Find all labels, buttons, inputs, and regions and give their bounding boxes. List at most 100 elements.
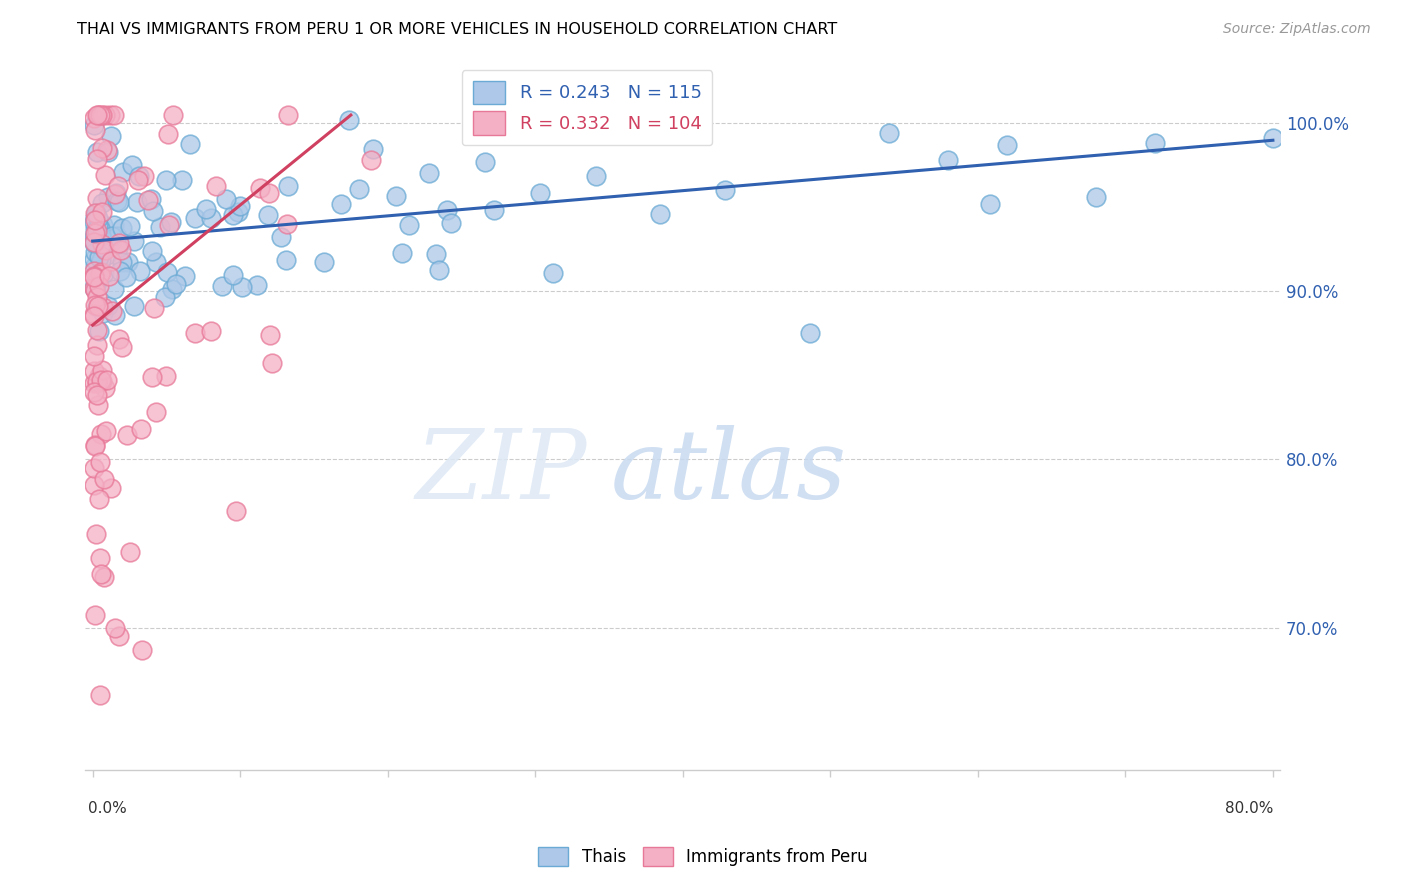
- Point: [165, 277, 187, 292]
- Point: [83, 252, 105, 267]
- Point: [195, 202, 218, 216]
- Point: [360, 153, 382, 167]
- Point: [200, 211, 222, 225]
- Point: [115, 269, 138, 284]
- Point: [129, 422, 152, 436]
- Point: [97, 145, 120, 159]
- Point: [90, 567, 112, 582]
- Point: [134, 169, 156, 184]
- Point: [160, 282, 183, 296]
- Point: [246, 277, 269, 292]
- Text: Source: ZipAtlas.com: Source: ZipAtlas.com: [1223, 22, 1371, 37]
- Point: [226, 205, 249, 219]
- Point: [83, 118, 105, 132]
- Point: [84, 439, 107, 453]
- Point: [86, 323, 108, 337]
- Point: [87, 271, 110, 285]
- Point: [90, 427, 112, 442]
- Point: [541, 266, 564, 280]
- Point: [94, 424, 117, 438]
- Point: [83, 112, 105, 126]
- Point: [93, 218, 115, 232]
- Text: THAI VS IMMIGRANTS FROM PERU 1 OR MORE VEHICLES IN HOUSEHOLD CORRELATION CHART: THAI VS IMMIGRANTS FROM PERU 1 OR MORE V…: [77, 22, 838, 37]
- Point: [107, 241, 129, 255]
- Point: [105, 229, 128, 244]
- Point: [96, 373, 118, 387]
- Point: [110, 243, 132, 257]
- Point: [398, 218, 420, 232]
- Point: [256, 208, 278, 222]
- Point: [83, 349, 105, 363]
- Point: [87, 211, 110, 226]
- Point: [86, 145, 108, 159]
- Point: [84, 298, 107, 312]
- Point: [156, 264, 179, 278]
- Point: [86, 152, 108, 166]
- Point: [136, 193, 159, 207]
- Point: [86, 219, 108, 234]
- Point: [104, 308, 127, 322]
- Point: [172, 172, 194, 186]
- Point: [83, 438, 105, 452]
- Point: [86, 271, 108, 285]
- Point: [111, 340, 134, 354]
- Point: [155, 290, 177, 304]
- Text: ZIP: ZIP: [416, 425, 588, 519]
- Point: [91, 108, 114, 122]
- Point: [83, 385, 105, 400]
- Point: [97, 268, 120, 283]
- Point: [83, 269, 105, 284]
- Point: [249, 181, 271, 195]
- Point: [89, 551, 111, 566]
- Point: [86, 225, 108, 239]
- Point: [436, 203, 458, 218]
- Point: [200, 324, 222, 338]
- Point: [89, 108, 111, 122]
- Point: [145, 405, 167, 419]
- Point: [270, 229, 292, 244]
- Point: [257, 186, 280, 200]
- Point: [84, 206, 107, 220]
- Point: [110, 255, 132, 269]
- Point: [93, 570, 115, 584]
- Point: [159, 215, 181, 229]
- Point: [87, 300, 110, 314]
- Point: [84, 221, 107, 235]
- Point: [143, 301, 166, 315]
- Point: [96, 248, 118, 262]
- Point: [86, 388, 108, 402]
- Point: [101, 234, 124, 248]
- Point: [96, 144, 118, 158]
- Point: [117, 254, 139, 268]
- Point: [127, 173, 149, 187]
- Point: [418, 166, 440, 180]
- Point: [83, 235, 105, 250]
- Point: [108, 235, 131, 250]
- Point: [91, 374, 114, 388]
- Point: [799, 326, 821, 341]
- Point: [995, 137, 1018, 152]
- Point: [94, 381, 117, 395]
- Point: [83, 229, 105, 244]
- Point: [179, 136, 201, 151]
- Point: [98, 108, 121, 122]
- Point: [276, 252, 298, 267]
- Point: [86, 338, 108, 352]
- Point: [141, 192, 163, 206]
- Point: [83, 235, 105, 249]
- Point: [91, 204, 114, 219]
- Legend: Thais, Immigrants from Peru: Thais, Immigrants from Peru: [531, 840, 875, 873]
- Point: [347, 182, 370, 196]
- Point: [100, 481, 122, 495]
- Point: [83, 259, 105, 273]
- Point: [118, 545, 141, 559]
- Point: [162, 108, 184, 122]
- Point: [337, 113, 360, 128]
- Point: [215, 192, 238, 206]
- Point: [211, 279, 233, 293]
- Point: [83, 281, 105, 295]
- Point: [86, 376, 108, 390]
- Point: [84, 227, 107, 241]
- Point: [141, 244, 163, 259]
- Point: [86, 191, 108, 205]
